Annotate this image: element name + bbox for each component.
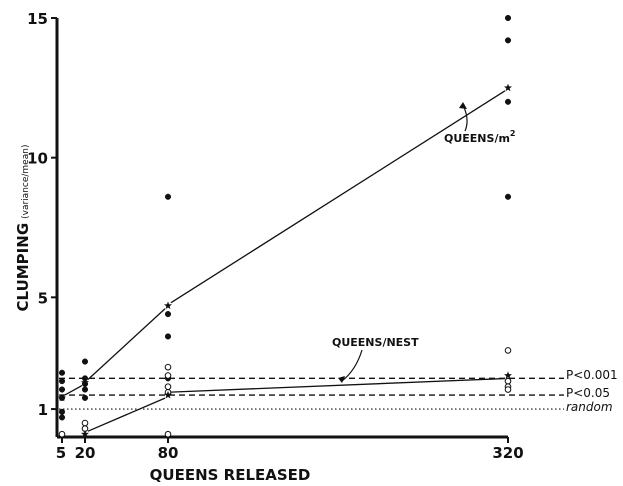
fit-line-segment [87, 397, 166, 432]
annotation-queens-per-nest-text: QUEENS/NEST [332, 336, 419, 349]
data-point-filled [58, 414, 66, 421]
x-tick-label: 5 [56, 444, 66, 462]
data-point-open [164, 383, 172, 391]
y-tick-label: 5 [38, 289, 48, 307]
y-tick-label: 1 [38, 401, 48, 419]
threshold-label-p001: P<0.001 [566, 368, 618, 382]
reference-lines [59, 377, 564, 410]
threshold-label-random: random [566, 400, 613, 414]
data-point-open [504, 386, 512, 393]
fit-line-segment [170, 377, 506, 393]
data-point-filled [164, 193, 172, 200]
data-point-filled [58, 378, 66, 385]
labels: QUEENS RELEASED CLUMPING(variance/mean) … [14, 102, 618, 484]
data-point-open [504, 377, 512, 385]
data-point-filled [58, 386, 66, 393]
data-point-filled [58, 369, 66, 376]
data-point-open [164, 430, 172, 438]
data-point-open [81, 419, 89, 427]
annotation-queens-per-m2-text: QUEENS/m2 [444, 129, 516, 145]
mean-star-marker [81, 430, 89, 438]
data-point-filled [81, 386, 89, 393]
annotation-queens-per-nest: QUEENS/NEST [332, 336, 419, 383]
data-point-filled [164, 333, 172, 340]
fit-line-segment [170, 90, 506, 304]
mean-star-marker [504, 371, 512, 379]
fit-line-segment [87, 308, 166, 381]
annotation-arrowhead-nest [338, 376, 345, 383]
data-point-filled [504, 37, 512, 44]
y-tick-label: 15 [27, 10, 48, 28]
data-point-filled [504, 14, 512, 22]
x-tick-label: 20 [75, 444, 96, 462]
fit-line-segment [64, 384, 83, 396]
data-points [58, 14, 512, 438]
annotation-arrow-nest [341, 349, 363, 382]
data-point-open [58, 430, 66, 438]
data-point-open [504, 347, 512, 354]
fit-lines [64, 90, 506, 432]
mean-star-marker [504, 83, 512, 92]
data-point-filled [58, 408, 66, 415]
y-axis-label-main: CLUMPING [14, 223, 32, 312]
data-point-filled [81, 394, 89, 401]
axes [55, 18, 508, 439]
threshold-label-p005: P<0.05 [566, 386, 610, 400]
data-point-filled [81, 358, 89, 365]
y-axis-label-sub: (variance/mean) [21, 145, 31, 219]
mean-star-marker [58, 393, 66, 402]
data-point-filled [504, 193, 512, 200]
data-point-filled [164, 311, 172, 318]
mean-star-marker [164, 301, 172, 310]
x-axis-label: QUEENS RELEASED [150, 466, 311, 484]
data-point-open [164, 363, 172, 371]
data-point-open [164, 372, 172, 379]
mean-star-marker [81, 378, 89, 386]
data-point-filled [504, 98, 512, 105]
y-axis-label-group: CLUMPING (variance/mean) [14, 145, 32, 312]
annotation-arrowhead-m2 [459, 102, 467, 109]
y-axis-label: CLUMPING (variance/mean) [14, 145, 32, 312]
mean-markers [58, 83, 512, 438]
annotation-queens-per-m2: QUEENS/m2 [444, 102, 516, 145]
y-tick-label: 10 [27, 150, 48, 168]
x-tick-label: 320 [492, 444, 523, 462]
mean-star-marker [164, 390, 172, 399]
x-tick-label: 80 [158, 444, 179, 462]
